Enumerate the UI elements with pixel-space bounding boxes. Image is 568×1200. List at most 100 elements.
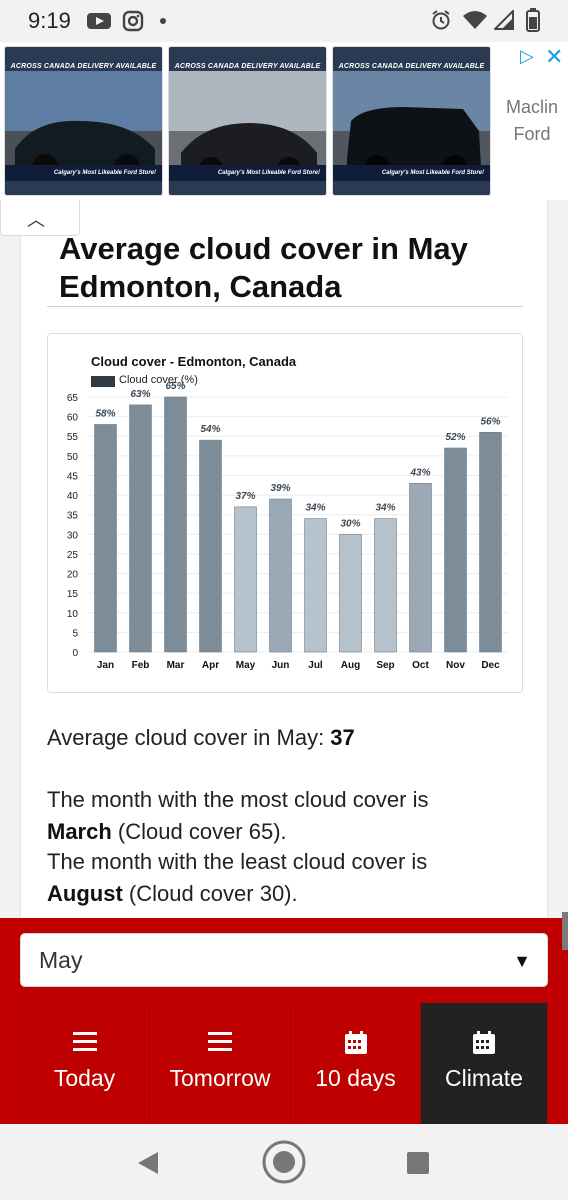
ad-brand[interactable]: Maclin Ford (505, 97, 558, 144)
ad-footer: Calgary's Most Likeable Ford Store! (5, 165, 162, 181)
nav-tomorrow-label: Tomorrow (169, 1065, 271, 1091)
chart-title: Cloud cover - Edmonton, Canada (91, 354, 297, 369)
instagram-icon (122, 10, 144, 32)
data-label: 65% (165, 381, 185, 392)
back-icon[interactable] (136, 1150, 162, 1176)
status-bar: 9:19 (0, 0, 568, 42)
chart-bar (339, 534, 362, 653)
cloud-cover-chart: Cloud cover - Edmonton, Canada Cloud cov… (47, 333, 523, 693)
legend-label: Cloud cover (%) (119, 374, 198, 386)
scrollbar-thumb[interactable] (562, 912, 568, 950)
ad-choices-icon[interactable]: ▷ (520, 46, 534, 66)
x-tick-label: Jun (272, 660, 290, 671)
least-cloud-prefix: The month with the least cloud cover is (47, 849, 428, 874)
youtube-icon (87, 13, 111, 29)
month-select-value: May (39, 947, 83, 973)
ad-banner[interactable]: ACROSS CANADA DELIVERY AVAILABLE Calgary… (0, 42, 568, 200)
home-icon[interactable] (261, 1139, 307, 1185)
data-label: 54% (200, 424, 220, 435)
legend-swatch (91, 376, 115, 387)
battery-icon (526, 8, 540, 32)
ad-headline: ACROSS CANADA DELIVERY AVAILABLE (10, 63, 157, 70)
month-select[interactable]: May ▼ (20, 933, 548, 987)
data-label: 56% (480, 416, 500, 427)
alarm-icon (432, 10, 450, 30)
recents-icon[interactable] (406, 1151, 430, 1175)
chevron-up-icon: ︿ (27, 210, 45, 230)
x-tick-label: Nov (446, 660, 465, 671)
y-tick-label: 20 (67, 570, 79, 581)
data-label: 34% (375, 503, 395, 514)
data-label: 52% (445, 432, 465, 443)
chart-bar (94, 424, 117, 653)
ad-card-3[interactable]: ACROSS CANADA DELIVERY AVAILABLE Calgary… (332, 46, 491, 196)
ad-card-1[interactable]: ACROSS CANADA DELIVERY AVAILABLE Calgary… (4, 46, 163, 196)
calendar-icon (344, 1031, 367, 1054)
nav-climate-button[interactable]: Climate (421, 1003, 548, 1124)
data-label: 37% (235, 491, 255, 502)
bottom-toolbar: May ▼ Today Tomorrow 10 days Climate (0, 918, 568, 1124)
x-tick-label: Sep (376, 660, 394, 671)
title-divider (47, 306, 523, 307)
y-tick-label: 5 (72, 628, 78, 639)
y-tick-label: 0 (72, 648, 78, 659)
avg-cloud-value: 37 (330, 725, 355, 750)
most-cloud-text: The month with the most cloud cover is M… (47, 784, 537, 848)
menu-icon (208, 1032, 232, 1051)
content-card: Average cloud cover in May Edmonton, Can… (20, 200, 548, 920)
y-tick-label: 15 (67, 589, 79, 600)
wifi-icon (463, 11, 487, 29)
collapse-ad-button[interactable]: ︿ (0, 200, 80, 236)
chart-bar (479, 432, 502, 653)
chart-bar (409, 483, 432, 653)
data-label: 39% (270, 483, 290, 494)
chart-bar (444, 447, 467, 653)
avg-cloud-label: Average cloud cover in May: (47, 725, 331, 750)
nav-tomorrow-button[interactable]: Tomorrow (150, 1003, 291, 1124)
x-tick-label: Feb (132, 660, 150, 671)
nav-climate-label: Climate (445, 1065, 523, 1091)
y-tick-label: 30 (67, 530, 79, 541)
status-time: 9:19 (28, 8, 71, 33)
nav-10days-button[interactable]: 10 days (291, 1003, 421, 1124)
least-cloud-text: The month with the least cloud cover is … (47, 846, 537, 910)
nav-today-label: Today (53, 1065, 116, 1091)
data-label: 63% (130, 389, 150, 400)
y-tick-label: 65 (67, 393, 79, 404)
x-tick-label: May (236, 660, 256, 671)
chart-bar (304, 518, 327, 653)
dropdown-arrow-icon: ▼ (513, 951, 531, 971)
chart-plot: 6560555045403530252015105058%Jan63%Feb65… (67, 381, 508, 671)
nav-today-button[interactable]: Today (20, 1003, 150, 1124)
x-tick-label: Apr (202, 660, 219, 671)
calendar-icon (473, 1031, 495, 1054)
y-tick-label: 10 (67, 609, 79, 620)
ad-footer: Calgary's Most Likeable Ford Store! (169, 165, 326, 181)
least-cloud-month: August (47, 881, 123, 906)
x-tick-label: Aug (341, 660, 360, 671)
ad-card-2[interactable]: ACROSS CANADA DELIVERY AVAILABLE Calgary… (168, 46, 327, 196)
x-tick-label: Dec (481, 660, 500, 671)
nav-10days-label: 10 days (315, 1065, 396, 1091)
data-label: 34% (305, 503, 325, 514)
x-tick-label: Jan (97, 660, 114, 671)
y-tick-label: 55 (67, 432, 79, 443)
x-tick-label: Oct (412, 660, 429, 671)
signal-icon (494, 10, 514, 30)
y-tick-label: 45 (67, 471, 79, 482)
most-cloud-suffix: (Cloud cover 65). (111, 819, 287, 844)
chart-bar (269, 498, 292, 653)
page-title: Average cloud cover in May Edmonton, Can… (59, 231, 468, 304)
ad-headline: ACROSS CANADA DELIVERY AVAILABLE (338, 63, 485, 70)
close-icon[interactable]: ✕ (545, 44, 564, 69)
y-tick-label: 60 (67, 413, 79, 424)
chart-bar (374, 518, 397, 653)
most-cloud-prefix: The month with the most cloud cover is (47, 787, 429, 812)
avg-cloud-line: Average cloud cover in May: 37 (47, 722, 537, 754)
ad-headline: ACROSS CANADA DELIVERY AVAILABLE (174, 63, 321, 70)
chart-bar (164, 396, 187, 653)
y-tick-label: 35 (67, 511, 79, 522)
x-tick-label: Jul (308, 660, 323, 671)
chart-bar (199, 439, 222, 653)
y-tick-label: 25 (67, 550, 79, 561)
